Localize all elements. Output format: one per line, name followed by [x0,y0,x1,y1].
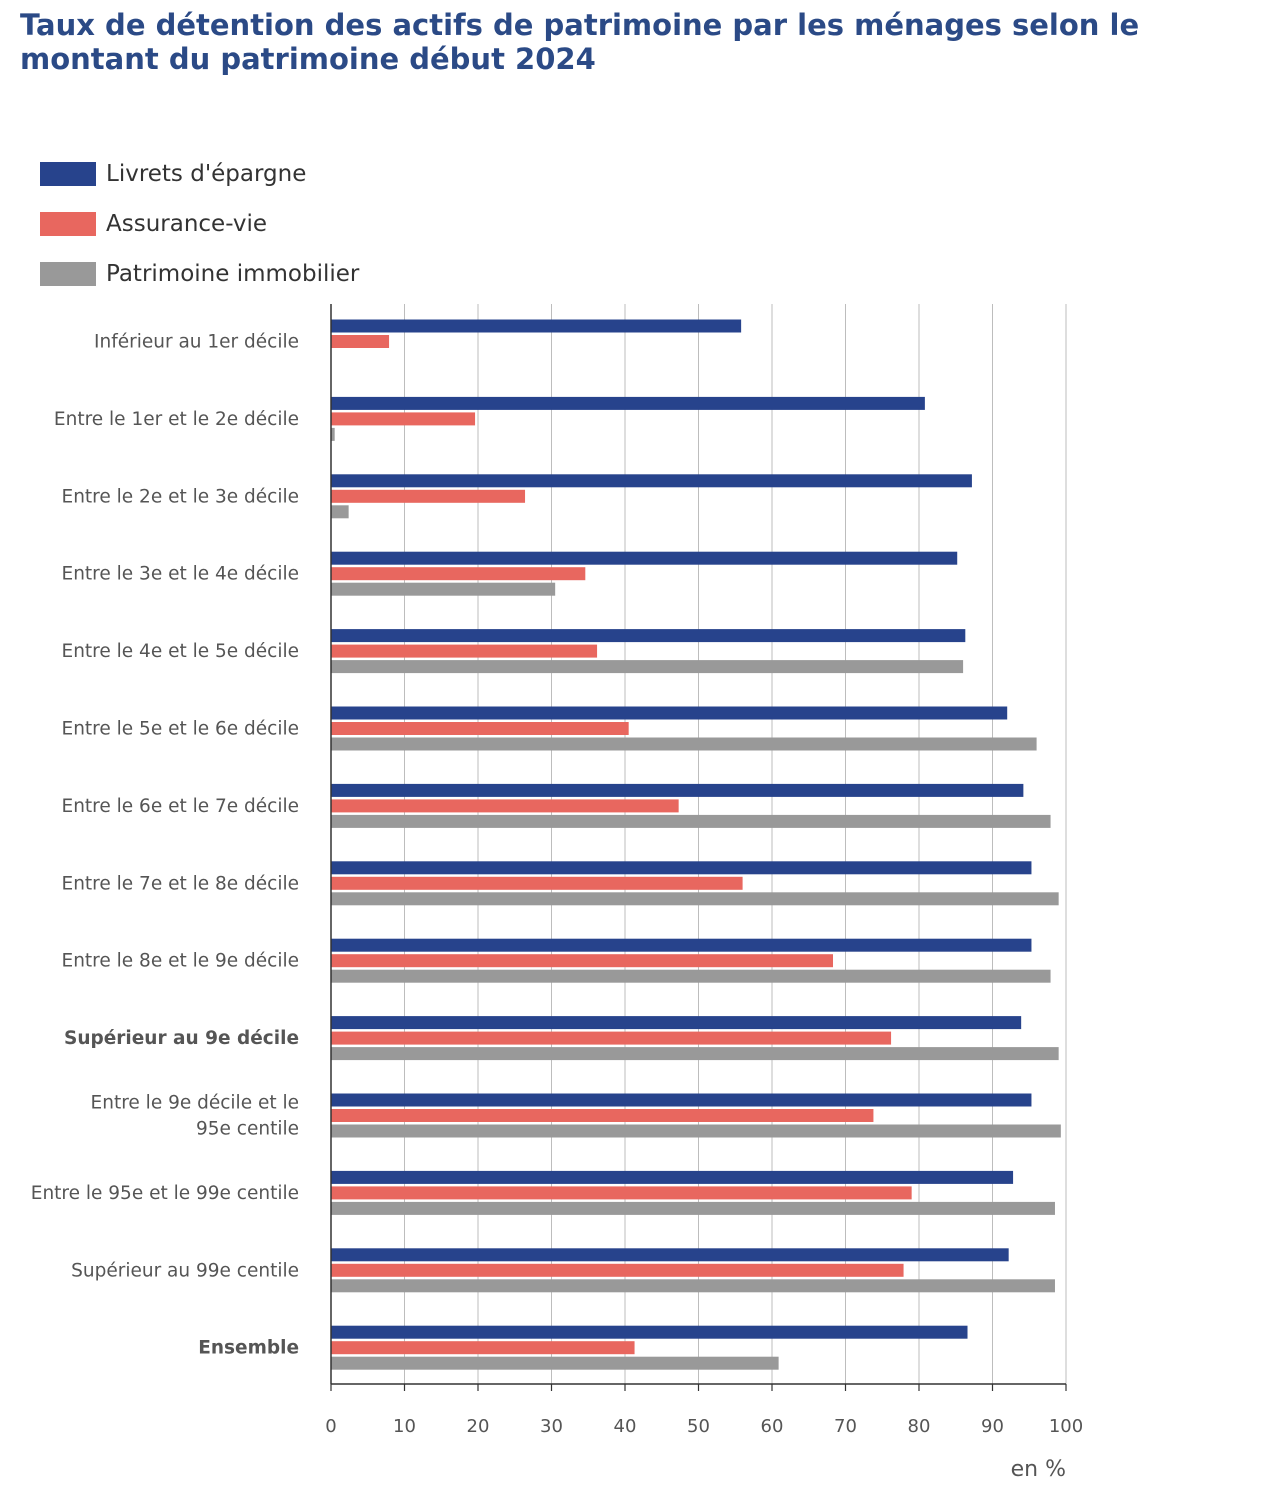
x-tick-label-30: 30 [540,1416,563,1437]
bar-1-0 [331,396,925,410]
bar-1-1 [331,412,476,426]
x-tick-label-0: 0 [325,1416,336,1437]
category-label-6: Entre le 6e et le 7e décile [62,796,299,817]
x-tick-label-50: 50 [687,1416,710,1437]
category-label-3: Entre le 3e et le 4e décile [62,564,299,585]
x-tick-label-20: 20 [467,1416,490,1437]
bar-11-1 [331,1186,912,1200]
bar-6-0 [331,783,1024,797]
bar-13-0 [331,1325,968,1339]
bar-2-2 [331,505,349,519]
x-tick-label-80: 80 [908,1416,931,1437]
x-tick-label-60: 60 [761,1416,784,1437]
x-tick-label-10: 10 [393,1416,416,1437]
bar-11-0 [331,1170,1014,1184]
category-label-12: Supérieur au 99e centile [71,1260,299,1281]
category-label-5: Entre le 5e et le 6e décile [62,719,299,740]
legend-swatch-livrets [40,162,96,186]
bar-12-0 [331,1248,1009,1262]
x-tick-label-100: 100 [1049,1416,1083,1437]
x-tick-label-70: 70 [834,1416,857,1437]
bar-13-2 [331,1356,779,1370]
bar-9-2 [331,1047,1059,1061]
category-label-1: Entre le 1er et le 2e décile [54,409,299,430]
category-label-8: Entre le 8e et le 9e décile [62,951,299,972]
bar-3-1 [331,567,586,581]
x-tick-label-90: 90 [981,1416,1004,1437]
bar-3-0 [331,551,958,565]
category-label-13: Ensemble [198,1338,299,1359]
bar-9-1 [331,1031,892,1045]
bar-7-1 [331,876,743,890]
legend-label-livrets: Livrets d'épargne [106,161,307,187]
bar-7-2 [331,892,1059,906]
category-label-7: Entre le 7e et le 8e décile [62,873,299,894]
unit-label: en % [1011,1457,1066,1482]
bar-6-2 [331,814,1051,828]
legend-swatch-assurance-vie [40,212,96,236]
bar-5-0 [331,706,1008,720]
bar-0-1 [331,335,390,348]
bar-5-1 [331,722,629,735]
legend-label-immobilier: Patrimoine immobilier [106,261,360,287]
category-label-10: Entre le 9e décile et le 95e centile [91,1093,299,1140]
category-label-11: Entre le 95e et le 99e centile [31,1183,299,1204]
bar-8-2 [331,969,1051,983]
bar-2-0 [331,474,972,488]
bar-13-1 [331,1341,635,1355]
bar-9-0 [331,1016,1022,1030]
category-label-9: Supérieur au 9e décile [64,1028,299,1049]
bar-8-0 [331,938,1032,952]
x-tick-label-40: 40 [614,1416,637,1437]
bar-1-2 [331,427,335,441]
bar-12-1 [331,1263,904,1277]
category-label-4: Entre le 4e et le 5e décile [62,641,299,662]
bar-6-1 [331,799,679,813]
legend-label-assurance-vie: Assurance-vie [106,211,268,237]
bar-10-0 [331,1093,1032,1107]
bar-11-2 [331,1201,1055,1215]
bar-4-1 [331,644,598,658]
bar-10-1 [331,1109,874,1122]
bar-8-1 [331,954,834,968]
bar-0-0 [331,319,742,333]
category-label-2: Entre le 2e et le 3e décile [62,486,299,507]
bar-10-2 [331,1124,1061,1138]
bar-3-2 [331,582,556,596]
bar-7-0 [331,861,1032,875]
bar-4-2 [331,660,964,674]
category-label-0: Inférieur au 1er décile [94,332,299,353]
legend-swatch-immobilier [40,262,96,286]
bar-5-2 [331,737,1037,751]
bar-2-1 [331,489,526,503]
chart-title: Taux de détention des actifs de patrimoi… [20,8,1140,76]
bar-4-0 [331,629,966,643]
bar-12-2 [331,1279,1055,1293]
